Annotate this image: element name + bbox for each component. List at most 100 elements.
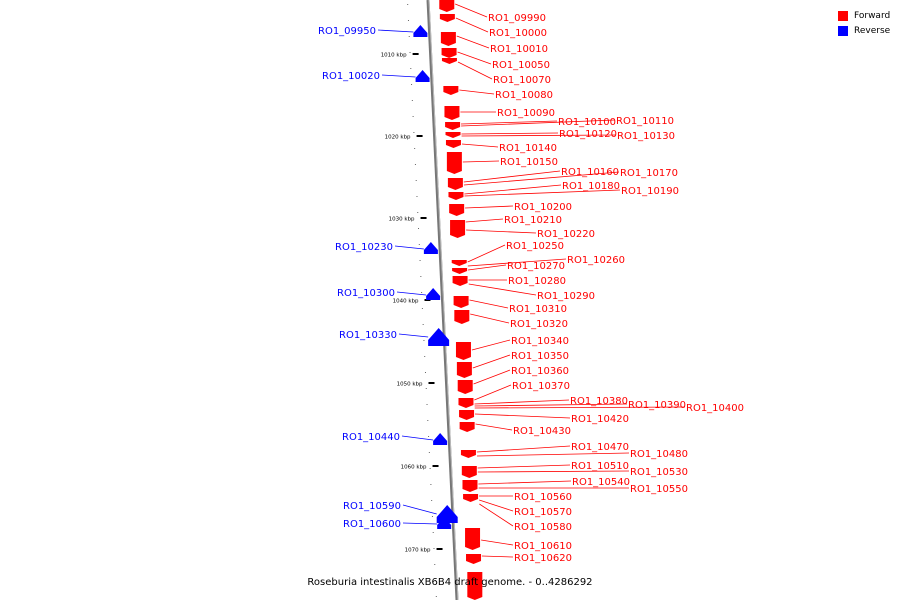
forward-gene-block [467, 572, 483, 600]
forward-gene-block [439, 0, 455, 12]
forward-leader-line [457, 61, 493, 80]
forward-gene-label: RO1_10260 [567, 255, 625, 266]
forward-gene-label: RO1_09990 [488, 13, 546, 24]
reverse-leader-line [402, 504, 437, 515]
minor-tick [430, 484, 432, 485]
forward-leader-line [467, 264, 507, 271]
legend-label-reverse: Reverse [854, 25, 891, 36]
forward-gene-label: RO1_10100 [558, 117, 616, 128]
reverse-swatch-icon [838, 25, 848, 36]
reverse-gene-block [436, 505, 458, 523]
tick-label: 1040 kbp [393, 299, 419, 305]
minor-tick [423, 340, 425, 341]
forward-leader-line [472, 354, 511, 369]
minor-tick [435, 580, 437, 581]
tick-label: 1070 kbp [405, 548, 431, 554]
forward-gene-label: RO1_10610 [514, 541, 572, 552]
forward-leader-line [470, 313, 510, 324]
forward-gene-label: RO1_10130 [617, 131, 675, 142]
reverse-gene-block [415, 70, 430, 82]
forward-gene-label: RO1_10360 [511, 366, 569, 377]
forward-gene-label: RO1_10400 [686, 403, 744, 414]
forward-gene-block [450, 220, 466, 238]
reverse-gene-block [426, 288, 441, 300]
tick-label: 1030 kbp [389, 217, 415, 223]
forward-gene-label: RO1_10470 [571, 442, 629, 453]
forward-leader-line [477, 464, 571, 469]
forward-gene-block [457, 380, 473, 394]
forward-leader-line [477, 452, 630, 457]
forward-gene-block [458, 398, 474, 408]
forward-leader-line [469, 299, 509, 309]
reverse-gene-block [437, 517, 452, 529]
minor-tick [409, 52, 411, 53]
reverse-leader-line [398, 333, 429, 338]
forward-leader-line [465, 205, 514, 209]
reverse-gene-label: RO1_10600 [343, 519, 401, 530]
forward-gene-label: RO1_10310 [509, 304, 567, 315]
reverse-gene-label: RO1_09950 [318, 26, 376, 37]
forward-leader-line [476, 445, 571, 453]
minor-tick [435, 596, 437, 597]
tick-label: 1050 kbp [397, 382, 423, 388]
forward-leader-line [463, 171, 620, 186]
minor-tick [413, 132, 415, 133]
forward-gene-label: RO1_10320 [510, 319, 568, 330]
minor-tick [411, 100, 413, 101]
minor-tick [429, 468, 431, 469]
forward-leader-line [479, 503, 514, 527]
reverse-leader-line [381, 74, 416, 78]
forward-gene-label: RO1_10620 [514, 553, 572, 564]
forward-gene-block [441, 48, 457, 58]
forward-gene-block [454, 310, 470, 324]
legend: Forward Reverse [838, 8, 890, 38]
forward-leader-line [475, 423, 513, 431]
forward-gene-label: RO1_10580 [514, 522, 572, 533]
reverse-gene-label: RO1_10330 [339, 330, 397, 341]
forward-leader-line [455, 17, 489, 33]
forward-gene-label: RO1_10570 [514, 507, 572, 518]
forward-leader-line [474, 399, 570, 405]
forward-gene-label: RO1_10250 [506, 241, 564, 252]
minor-tick [411, 84, 413, 85]
minor-tick [408, 36, 410, 37]
minor-tick [414, 148, 416, 149]
forward-gene-block [439, 14, 455, 22]
forward-gene-label: RO1_10530 [630, 467, 688, 478]
forward-leader-line [461, 119, 616, 127]
forward-leader-line [465, 218, 504, 223]
minor-tick [433, 548, 435, 549]
legend-label-forward: Forward [854, 10, 891, 21]
forward-gene-label: RO1_10190 [621, 186, 679, 197]
forward-gene-label: RO1_10280 [508, 276, 566, 287]
forward-leader-line [464, 184, 562, 195]
reverse-gene-label: RO1_10300 [337, 288, 395, 299]
forward-leader-line [468, 283, 537, 296]
forward-gene-block [445, 140, 461, 148]
forward-leader-line [467, 258, 567, 267]
forward-gene-block [456, 362, 472, 378]
forward-leader-line [456, 35, 490, 49]
forward-gene-block [448, 192, 464, 200]
genome-axis [426, 0, 459, 600]
forward-swatch-icon [838, 10, 848, 21]
reverse-leader-line [401, 435, 434, 441]
forward-gene-block [463, 494, 479, 502]
forward-gene-label: RO1_10070 [493, 75, 551, 86]
forward-leader-line [462, 160, 500, 163]
forward-gene-block [452, 268, 468, 274]
minor-tick [419, 260, 421, 261]
forward-gene-block [445, 122, 461, 130]
minor-tick [418, 228, 420, 229]
minor-tick [414, 164, 416, 165]
forward-leader-line [457, 51, 492, 65]
forward-gene-label: RO1_10110 [616, 116, 674, 127]
genome-axis-shade [428, 0, 459, 600]
minor-tick [421, 308, 423, 309]
forward-leader-line [461, 132, 559, 135]
minor-tick [420, 276, 422, 277]
forward-gene-block [445, 132, 461, 138]
minor-tick [416, 196, 418, 197]
minor-tick [434, 564, 436, 565]
forward-gene-label: RO1_10000 [489, 28, 547, 39]
